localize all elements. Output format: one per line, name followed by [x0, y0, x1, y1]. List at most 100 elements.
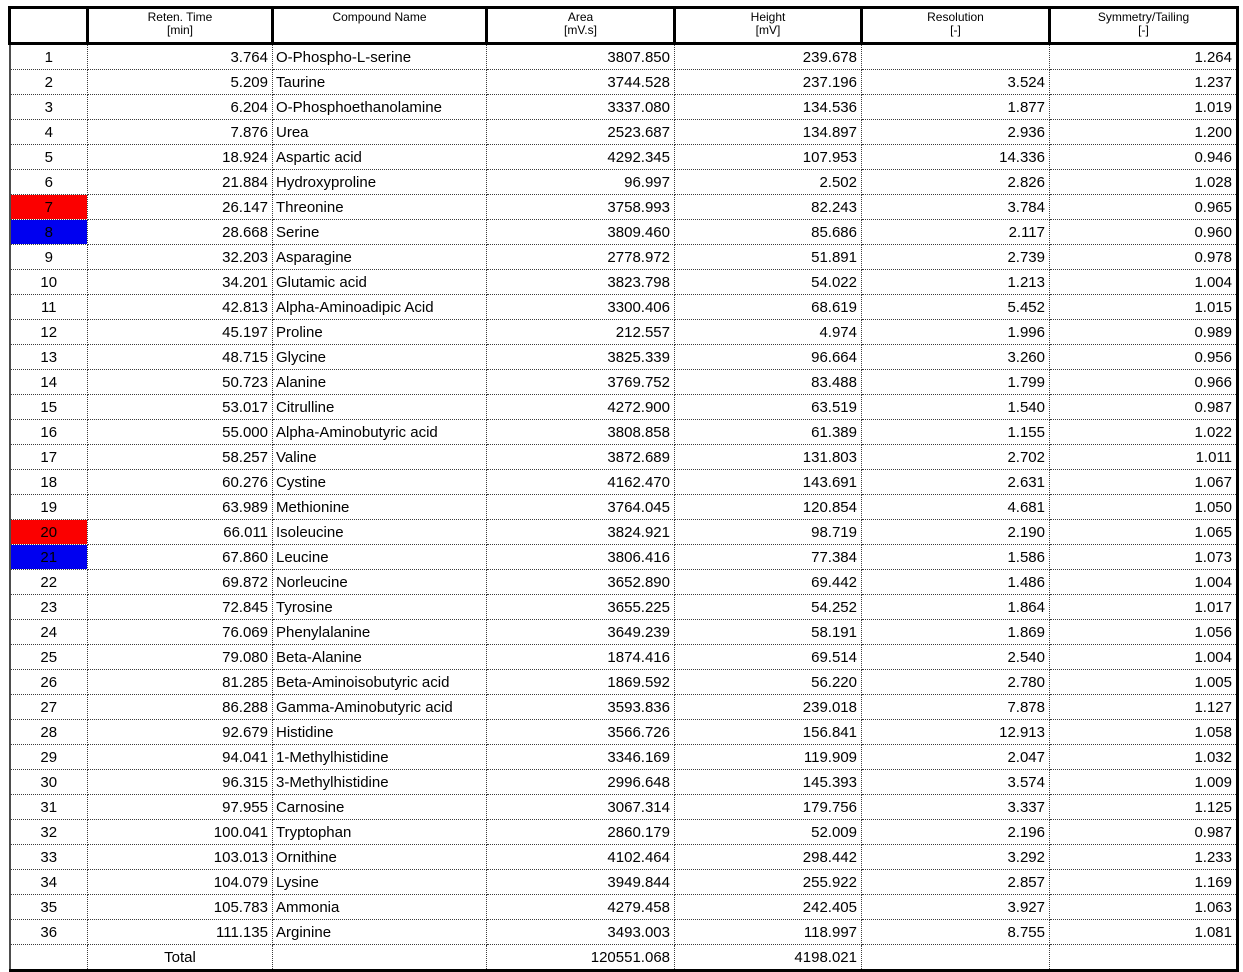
- row-number-cell[interactable]: 1: [9, 43, 88, 70]
- row-number-cell[interactable]: 32: [9, 819, 88, 845]
- table-row[interactable]: 5 18.924 Aspartic acid 4292.345 107.953 …: [9, 144, 1238, 170]
- row-number-cell[interactable]: 36: [9, 919, 88, 945]
- row-number-cell[interactable]: 13: [9, 344, 88, 370]
- row-number-cell[interactable]: 25: [9, 644, 88, 670]
- row-number-cell[interactable]: 10: [9, 269, 88, 295]
- compound-name-cell: Alanine: [272, 369, 487, 395]
- row-number-cell[interactable]: 33: [9, 844, 88, 870]
- row-number-cell[interactable]: 3: [9, 94, 88, 120]
- row-number-cell[interactable]: 27: [9, 694, 88, 720]
- row-number-cell[interactable]: 11: [9, 294, 88, 320]
- row-number-cell[interactable]: 2: [9, 69, 88, 95]
- row-number-cell[interactable]: 30: [9, 769, 88, 795]
- area-cell: 3566.726: [486, 719, 675, 745]
- table-row[interactable]: 11 42.813 Alpha-Aminoadipic Acid 3300.40…: [9, 294, 1238, 320]
- symmetry-cell: 1.005: [1049, 669, 1238, 695]
- symmetry-cell: 1.169: [1049, 869, 1238, 895]
- area-cell: 3067.314: [486, 794, 675, 820]
- resolution-cell: 2.936: [861, 119, 1050, 145]
- table-row[interactable]: 24 76.069 Phenylalanine 3649.239 58.191 …: [9, 619, 1238, 645]
- table-row[interactable]: 18 60.276 Cystine 4162.470 143.691 2.631…: [9, 469, 1238, 495]
- table-row[interactable]: 2 5.209 Taurine 3744.528 237.196 3.524 1…: [9, 69, 1238, 95]
- table-row[interactable]: 12 45.197 Proline 212.557 4.974 1.996 0.…: [9, 319, 1238, 345]
- row-number-cell[interactable]: 16: [9, 419, 88, 445]
- total-label-cell: Total: [87, 944, 273, 971]
- header-symmetry-tailing: Symmetry/Tailing [-]: [1048, 7, 1239, 45]
- row-number-cell[interactable]: 34: [9, 869, 88, 895]
- row-number-cell[interactable]: 24: [9, 619, 88, 645]
- table-row[interactable]: 22 69.872 Norleucine 3652.890 69.442 1.4…: [9, 569, 1238, 595]
- table-row[interactable]: 21 67.860 Leucine 3806.416 77.384 1.586 …: [9, 544, 1238, 570]
- table-row[interactable]: 27 86.288 Gamma-Aminobutyric acid 3593.8…: [9, 694, 1238, 720]
- table-row[interactable]: 36 111.135 Arginine 3493.003 118.997 8.7…: [9, 919, 1238, 945]
- header-label: Compound Name: [332, 10, 427, 24]
- row-number-cell[interactable]: 7: [9, 194, 88, 220]
- reten-time-cell: 50.723: [87, 369, 273, 395]
- header-resolution: Resolution [-]: [860, 7, 1051, 45]
- row-number-cell[interactable]: 28: [9, 719, 88, 745]
- table-row[interactable]: 26 81.285 Beta-Aminoisobutyric acid 1869…: [9, 669, 1238, 695]
- resolution-cell: 2.780: [861, 669, 1050, 695]
- table-row[interactable]: 3 6.204 O-Phosphoethanolamine 3337.080 1…: [9, 94, 1238, 120]
- symmetry-cell: 1.127: [1049, 694, 1238, 720]
- table-row[interactable]: 7 26.147 Threonine 3758.993 82.243 3.784…: [9, 194, 1238, 220]
- table-row[interactable]: 16 55.000 Alpha-Aminobutyric acid 3808.8…: [9, 419, 1238, 445]
- table-row[interactable]: 23 72.845 Tyrosine 3655.225 54.252 1.864…: [9, 594, 1238, 620]
- row-number-cell[interactable]: 6: [9, 169, 88, 195]
- row-number-cell[interactable]: 8: [9, 219, 88, 245]
- table-row[interactable]: 25 79.080 Beta-Alanine 1874.416 69.514 2…: [9, 644, 1238, 670]
- row-number-cell[interactable]: 35: [9, 894, 88, 920]
- table-row[interactable]: 13 48.715 Glycine 3825.339 96.664 3.260 …: [9, 344, 1238, 370]
- row-number-cell[interactable]: 18: [9, 469, 88, 495]
- table-row[interactable]: 30 96.315 3-Methylhistidine 2996.648 145…: [9, 769, 1238, 795]
- table-row[interactable]: 6 21.884 Hydroxyproline 96.997 2.502 2.8…: [9, 169, 1238, 195]
- reten-time-cell: 66.011: [87, 519, 273, 545]
- table-row[interactable]: 20 66.011 Isoleucine 3824.921 98.719 2.1…: [9, 519, 1238, 545]
- row-number-cell[interactable]: 22: [9, 569, 88, 595]
- row-number-cell[interactable]: 5: [9, 144, 88, 170]
- row-number-cell[interactable]: 20: [9, 519, 88, 545]
- table-row[interactable]: 31 97.955 Carnosine 3067.314 179.756 3.3…: [9, 794, 1238, 820]
- reten-time-cell: 94.041: [87, 744, 273, 770]
- row-number-cell[interactable]: 23: [9, 594, 88, 620]
- row-number-cell[interactable]: 29: [9, 744, 88, 770]
- resolution-cell: 2.702: [861, 444, 1050, 470]
- table-row[interactable]: 17 58.257 Valine 3872.689 131.803 2.702 …: [9, 444, 1238, 470]
- table-row[interactable]: 29 94.041 1-Methylhistidine 3346.169 119…: [9, 744, 1238, 770]
- symmetry-cell: 1.004: [1049, 644, 1238, 670]
- table-row[interactable]: 34 104.079 Lysine 3949.844 255.922 2.857…: [9, 869, 1238, 895]
- table-row[interactable]: 15 53.017 Citrulline 4272.900 63.519 1.5…: [9, 394, 1238, 420]
- table-row[interactable]: 10 34.201 Glutamic acid 3823.798 54.022 …: [9, 269, 1238, 295]
- table-row[interactable]: 28 92.679 Histidine 3566.726 156.841 12.…: [9, 719, 1238, 745]
- row-number-cell[interactable]: 4: [9, 119, 88, 145]
- table-row[interactable]: 9 32.203 Asparagine 2778.972 51.891 2.73…: [9, 244, 1238, 270]
- resolution-cell: 2.047: [861, 744, 1050, 770]
- row-number-cell[interactable]: 15: [9, 394, 88, 420]
- row-number-cell[interactable]: 26: [9, 669, 88, 695]
- table-row[interactable]: 1 3.764 O-Phospho-L-serine 3807.850 239.…: [9, 43, 1238, 70]
- table-row[interactable]: 33 103.013 Ornithine 4102.464 298.442 3.…: [9, 844, 1238, 870]
- table-row[interactable]: 19 63.989 Methionine 3764.045 120.854 4.…: [9, 494, 1238, 520]
- row-number-cell[interactable]: 21: [9, 544, 88, 570]
- row-number-cell[interactable]: 9: [9, 244, 88, 270]
- area-cell: 3652.890: [486, 569, 675, 595]
- resolution-cell: 2.857: [861, 869, 1050, 895]
- row-number-cell[interactable]: 19: [9, 494, 88, 520]
- table-row[interactable]: 35 105.783 Ammonia 4279.458 242.405 3.92…: [9, 894, 1238, 920]
- symmetry-cell: 1.058: [1049, 719, 1238, 745]
- symmetry-cell: 0.989: [1049, 319, 1238, 345]
- area-cell: 3824.921: [486, 519, 675, 545]
- table-row[interactable]: 32 100.041 Tryptophan 2860.179 52.009 2.…: [9, 819, 1238, 845]
- table-row[interactable]: 14 50.723 Alanine 3769.752 83.488 1.799 …: [9, 369, 1238, 395]
- table-row[interactable]: 4 7.876 Urea 2523.687 134.897 2.936 1.20…: [9, 119, 1238, 145]
- row-number-cell[interactable]: 12: [9, 319, 88, 345]
- row-number-cell[interactable]: 17: [9, 444, 88, 470]
- resolution-cell: 2.826: [861, 169, 1050, 195]
- row-number-cell[interactable]: 14: [9, 369, 88, 395]
- row-number-cell[interactable]: 31: [9, 794, 88, 820]
- reten-time-cell: 3.764: [87, 43, 273, 70]
- resolution-cell: 3.260: [861, 344, 1050, 370]
- symmetry-cell: 0.965: [1049, 194, 1238, 220]
- peak-result-table: Reten. Time [min] Compound Name Area [mV…: [8, 6, 1239, 972]
- table-row[interactable]: 8 28.668 Serine 3809.460 85.686 2.117 0.…: [9, 219, 1238, 245]
